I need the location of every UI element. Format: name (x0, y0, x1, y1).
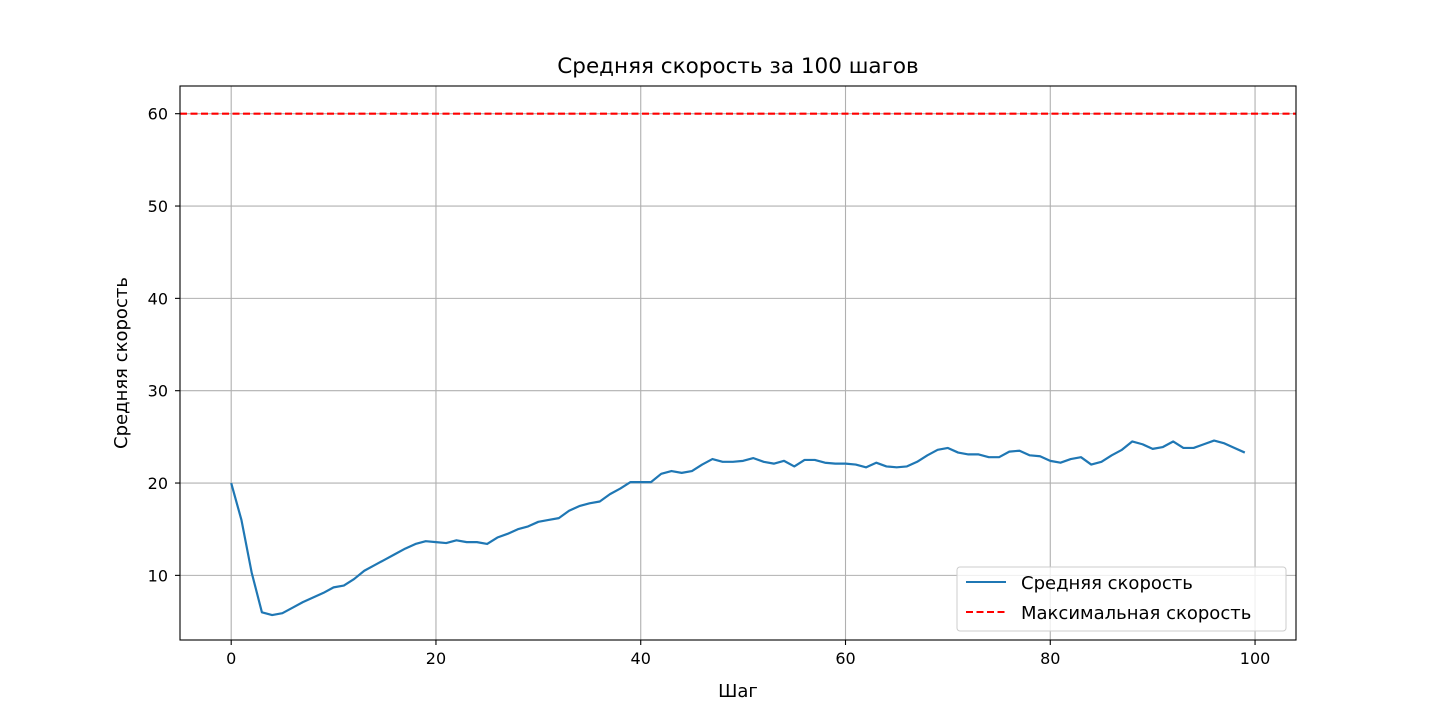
series-layer (230, 439, 1246, 617)
y-tick-label: 40 (148, 289, 168, 308)
chart-title: Средняя скорость за 100 шагов (557, 54, 918, 79)
x-tick-label: 60 (835, 649, 855, 668)
legend-label-max-speed: Максимальная скорость (1021, 603, 1251, 624)
x-tick-label: 80 (1040, 649, 1060, 668)
y-tick-label: 30 (148, 382, 168, 401)
y-tick-label: 60 (148, 105, 168, 124)
y-tick-label: 10 (148, 566, 168, 585)
x-tick-label: 20 (426, 649, 446, 668)
ticks: 0 20 40 60 80 100 10 20 30 40 50 60 (148, 105, 1271, 668)
x-tick-label: 100 (1240, 649, 1271, 668)
y-axis-title: Средняя скорость (111, 277, 132, 449)
average-speed-line (230, 439, 1246, 617)
legend: Средняя скорость Максимальная скорость (956, 566, 1287, 632)
x-tick-label: 40 (631, 649, 651, 668)
legend-label-average-speed: Средняя скорость (1021, 573, 1193, 594)
legend-box (956, 566, 1287, 632)
y-tick-label: 50 (148, 197, 168, 216)
x-tick-label: 0 (226, 649, 236, 668)
x-axis-title: Шаг (718, 681, 758, 702)
grid (180, 86, 1296, 640)
plot-frame (179, 85, 1297, 641)
y-tick-label: 20 (148, 474, 168, 493)
